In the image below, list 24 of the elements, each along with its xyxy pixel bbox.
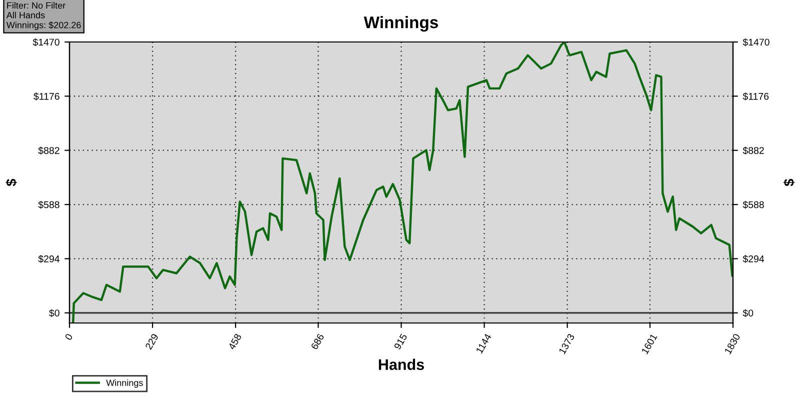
y2-tick-label: $294 bbox=[742, 255, 764, 263]
y2-tick-label: $882 bbox=[742, 146, 764, 155]
y2-tick-label: $1176 bbox=[742, 92, 769, 100]
x-tick-label: 458 bbox=[228, 333, 242, 350]
y2-axis-title: $ bbox=[783, 178, 795, 186]
x-tick-label: 229 bbox=[145, 333, 159, 350]
text: Filter: No Filter All Hands Winnings: $202.26 bbox=[6, 2, 81, 30]
y-axis-title: $ bbox=[6, 178, 18, 186]
y-tick-label: $1470 bbox=[32, 38, 60, 46]
y-tick-label: $588 bbox=[38, 200, 60, 209]
y-tick-label: $882 bbox=[38, 146, 60, 155]
x-tick-label: 915 bbox=[394, 333, 408, 350]
legend-label: Winnings bbox=[106, 379, 143, 388]
line-series bbox=[72, 42, 733, 323]
x-axis-title: Hands bbox=[378, 358, 424, 370]
x-tick-label: 0 bbox=[64, 333, 73, 341]
y-tick-label: $1176 bbox=[34, 92, 60, 100]
y-tick-label: $294 bbox=[38, 255, 60, 263]
y2-tick-label: $588 bbox=[742, 200, 764, 209]
y-tick-label: $0 bbox=[49, 309, 60, 318]
chart-title: Winnings bbox=[364, 16, 438, 32]
y2-tick-label: $1470 bbox=[742, 38, 770, 46]
x-tick-label: 686 bbox=[310, 333, 324, 350]
y2-tick-label: $0 bbox=[742, 309, 754, 318]
